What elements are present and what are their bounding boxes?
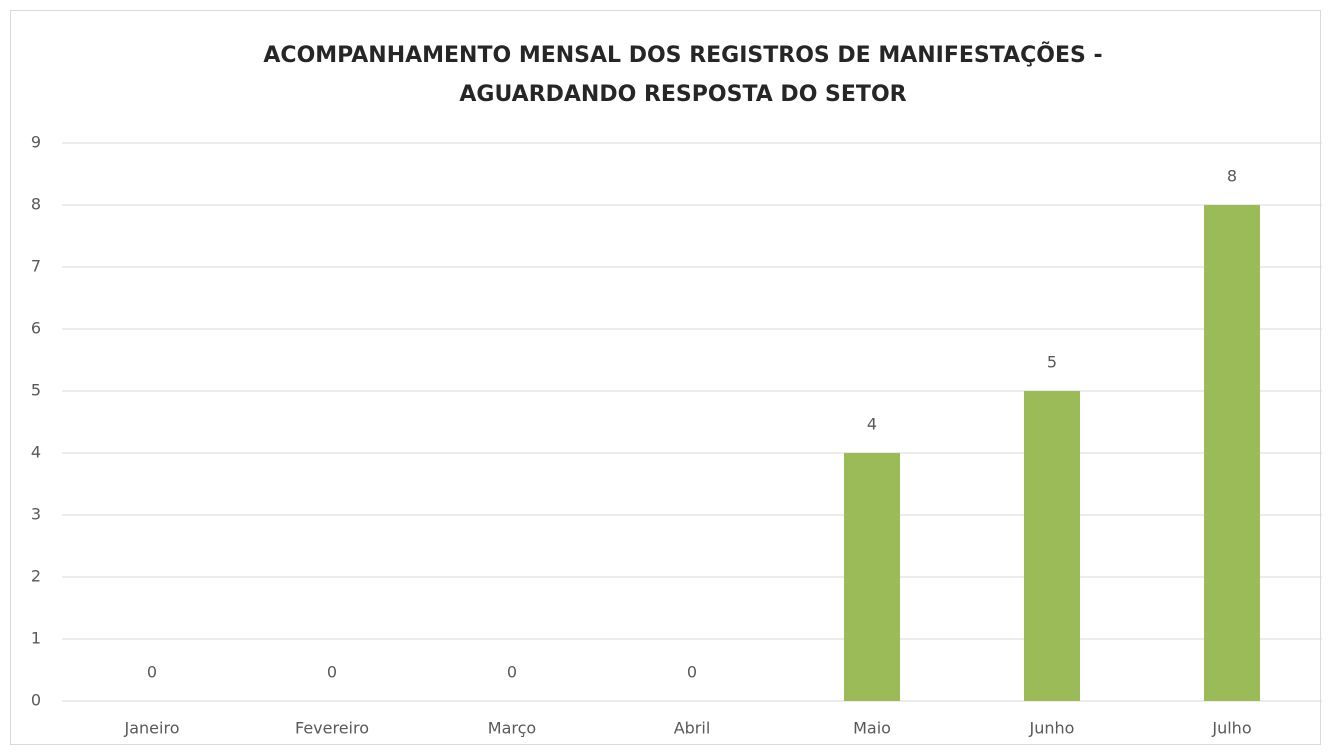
data-label: 0 xyxy=(687,663,697,682)
x-tick-label: Março xyxy=(488,719,536,738)
data-label: 4 xyxy=(867,415,877,434)
y-tick-label: 1 xyxy=(31,629,41,648)
y-tick-label: 8 xyxy=(31,195,41,214)
bar xyxy=(1204,205,1260,701)
x-tick-label: Janeiro xyxy=(124,719,180,738)
data-label: 0 xyxy=(507,663,517,682)
data-label: 5 xyxy=(1047,353,1057,372)
x-tick-label: Maio xyxy=(853,719,891,738)
x-tick-label: Junho xyxy=(1029,719,1075,738)
y-tick-label: 5 xyxy=(31,381,41,400)
y-tick-label: 4 xyxy=(31,443,41,462)
x-tick-label: Fevereiro xyxy=(295,719,369,738)
chart-title: ACOMPANHAMENTO MENSAL DOS REGISTROS DE M… xyxy=(263,42,1102,68)
x-tick-label: Julho xyxy=(1211,719,1251,738)
data-label: 8 xyxy=(1227,167,1237,186)
y-tick-label: 2 xyxy=(31,567,41,586)
x-tick-label: Abril xyxy=(674,719,711,738)
bar xyxy=(844,453,900,701)
y-tick-label: 3 xyxy=(31,505,41,524)
data-label: 0 xyxy=(327,663,337,682)
chart-border xyxy=(10,10,1321,745)
y-tick-label: 9 xyxy=(31,133,41,152)
chart-title: AGUARDANDO RESPOSTA DO SETOR xyxy=(459,82,906,107)
data-label: 0 xyxy=(147,663,157,682)
bar xyxy=(1024,391,1080,701)
y-tick-label: 7 xyxy=(31,257,41,276)
y-tick-label: 0 xyxy=(31,691,41,710)
y-tick-label: 6 xyxy=(31,319,41,338)
